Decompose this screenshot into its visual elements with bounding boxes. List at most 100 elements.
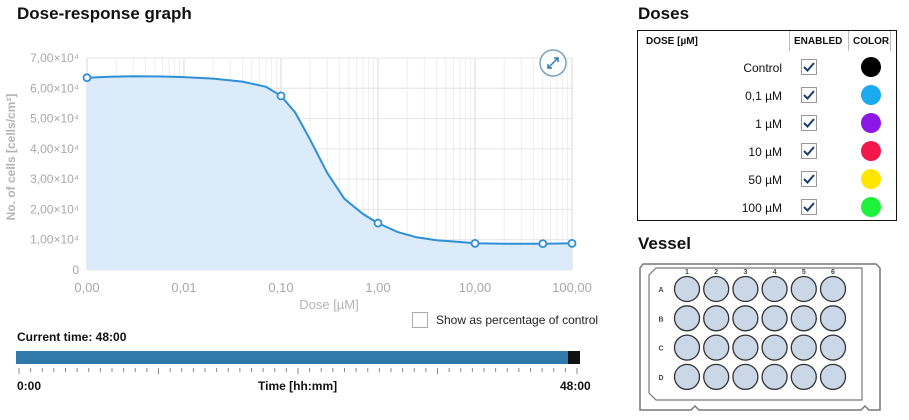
plate-row-label: B [658, 316, 663, 323]
dose-color-swatch[interactable] [861, 85, 881, 105]
plate-well[interactable] [819, 363, 847, 391]
dose-label: 10 µM [748, 145, 782, 159]
plate-well[interactable] [732, 275, 759, 303]
dose-enabled-checkbox[interactable] [801, 59, 817, 75]
data-point[interactable] [470, 238, 480, 248]
data-points [82, 73, 577, 249]
dose-row: 10 µM [638, 138, 896, 166]
plate-well[interactable] [761, 334, 788, 361]
plate-well[interactable] [703, 363, 730, 391]
plate-column-label: 2 [714, 269, 718, 276]
y-tick-label: 2,00×10⁴ [30, 202, 79, 216]
dose-enabled-checkbox[interactable] [801, 143, 817, 159]
plate-inner-outline [648, 267, 863, 401]
y-tick-label: 5,00×10⁴ [30, 112, 79, 126]
y-tick-label: 0 [72, 263, 79, 277]
plate-well[interactable] [790, 363, 817, 391]
dose-color-swatch[interactable] [861, 113, 881, 133]
response-curve [86, 75, 573, 245]
y-tick-label: 1,00×10⁴ [30, 233, 79, 247]
expand-icon[interactable] [539, 49, 567, 77]
response-area [87, 76, 572, 270]
dose-row: 0,1 µM [638, 82, 896, 110]
y-tick-label: 7,00×10⁴ [30, 51, 79, 65]
plate-column-label: 3 [743, 269, 747, 276]
plate-well[interactable] [673, 275, 701, 303]
plate-row-label: C [658, 346, 663, 353]
plate-well[interactable] [673, 334, 701, 361]
time-slider-handle[interactable] [568, 351, 580, 364]
plate-well[interactable] [703, 334, 730, 361]
percentage-toggle[interactable]: Show as percentage of control [412, 312, 598, 328]
dose-label: 0,1 µM [745, 89, 782, 103]
dose-response-chart: 0 1,00×10⁴ 2,00×10⁴ 3,00×10⁴ 4,00×10⁴ 5,00×10… [4, 49, 592, 312]
dose-row: Control [638, 54, 896, 82]
vessel-title: Vessel [638, 234, 691, 253]
x-axis-label: Dose [µM] [299, 297, 359, 312]
dose-enabled-checkbox[interactable] [801, 115, 817, 131]
dose-color-swatch[interactable] [861, 169, 881, 189]
plate-row-label: D [658, 375, 663, 382]
data-point[interactable] [82, 73, 92, 83]
dose-label: Control [743, 61, 782, 75]
x-tick-label: 0,00 [74, 280, 99, 295]
plate-well[interactable] [790, 305, 817, 332]
dose-enabled-checkbox[interactable] [801, 199, 817, 215]
doses-table: DOSE [µM] ENABLED COLOR Control 0,1 µM 1 µ… [637, 30, 897, 221]
plate-well[interactable] [790, 334, 817, 361]
dose-label: 100 µM [741, 201, 782, 215]
plate-row-label: A [658, 287, 663, 294]
y-axis-label: No. of cells [cells/cm²] [4, 94, 18, 221]
plate-well[interactable] [761, 363, 788, 391]
time-start-label: 0:00 [17, 379, 42, 393]
doses-title: Doses [638, 4, 690, 23]
plate-well[interactable] [732, 334, 759, 361]
time-ticks [18, 368, 578, 374]
plate-column-label: 5 [802, 269, 806, 276]
plate-well[interactable] [703, 275, 730, 303]
plate-well[interactable] [732, 363, 759, 391]
dose-enabled-checkbox[interactable] [801, 171, 817, 187]
x-tick-label: 100,00 [552, 280, 592, 295]
graph-title: Dose-response graph [17, 4, 192, 23]
dose-row: 100 µM [638, 194, 896, 222]
dose-label: 50 µM [748, 173, 782, 187]
y-tick-label: 6,00×10⁴ [30, 81, 79, 95]
dose-enabled-checkbox[interactable] [801, 87, 817, 103]
dose-label: 1 µM [755, 117, 782, 131]
plate-well[interactable] [790, 275, 817, 303]
x-tick-labels: 0,00 0,01 0,10 1,00 10,00 100,00 [74, 280, 592, 295]
col-enabled-header: ENABLED [794, 36, 843, 47]
checkmark-icon [803, 62, 815, 72]
percentage-label: Show as percentage of control [436, 313, 599, 327]
data-point[interactable] [373, 218, 383, 228]
y-tick-label: 3,00×10⁴ [30, 172, 79, 186]
time-slider[interactable] [16, 351, 580, 364]
col-color-header: COLOR [853, 36, 890, 47]
plate-well[interactable] [703, 305, 730, 332]
dose-color-swatch[interactable] [861, 57, 881, 77]
dose-row: 50 µM [638, 166, 896, 194]
x-tick-label: 0,10 [268, 280, 293, 295]
percentage-checkbox[interactable] [412, 312, 428, 328]
dose-color-swatch[interactable] [861, 141, 881, 161]
plate-well[interactable] [673, 305, 701, 332]
plate-well[interactable] [761, 305, 788, 332]
plate-well[interactable] [732, 305, 759, 332]
data-point[interactable] [567, 238, 577, 248]
time-axis-label: Time [hh:mm] [258, 379, 338, 393]
plate-well[interactable] [673, 363, 701, 391]
current-time-label: Current time: 48:00 [17, 330, 127, 344]
plate-well[interactable] [819, 334, 847, 361]
checkmark-icon [803, 174, 815, 184]
well-plate: 1 2 3 4 5 6 A B C D [639, 263, 881, 411]
checkmark-icon [803, 202, 815, 212]
checkmark-icon [803, 146, 815, 156]
plate-well[interactable] [761, 275, 788, 303]
plate-well[interactable] [819, 305, 847, 332]
checkmark-icon [803, 90, 815, 100]
dose-color-swatch[interactable] [861, 197, 881, 217]
plate-well[interactable] [819, 275, 847, 303]
data-point[interactable] [276, 91, 286, 101]
data-point[interactable] [538, 239, 548, 249]
